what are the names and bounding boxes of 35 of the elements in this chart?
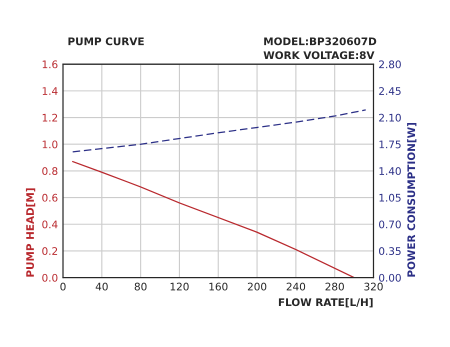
text: WORK VOLTAGE:8V <box>264 51 374 60</box>
y2-axis-title: POWER CONSUMPTION[W] <box>407 123 416 277</box>
y2-tick-label: 2.45 <box>379 87 401 95</box>
x-axis-title: FLOW RATE[L/H] <box>278 298 373 308</box>
y2-tick-label: 1.40 <box>380 167 401 176</box>
x-tick-label: 160 <box>209 282 228 291</box>
chart-title: PUMP CURVE <box>68 37 144 46</box>
y-tick-label: 1.6 <box>42 60 58 68</box>
x-tick-label: 80 <box>134 282 147 291</box>
line-series <box>72 160 355 278</box>
y2-tick-label: 0.00 <box>379 274 401 282</box>
y-tick-label: 0.0 <box>42 274 58 282</box>
x-tick-label: 320 <box>364 282 383 291</box>
y-tick-label: 0.8 <box>42 167 58 176</box>
y-tick-label: 0.2 <box>42 247 58 256</box>
line-series <box>72 109 366 152</box>
y-tick-label: 1.4 <box>42 87 58 95</box>
x-tick-label: 200 <box>248 282 266 291</box>
y2-tick-label: 0.70 <box>379 220 401 228</box>
y-tick-label: 1.0 <box>42 140 58 148</box>
y2-tick-label: 2.80 <box>379 60 401 68</box>
y2-tick-label: 2.10 <box>379 114 401 122</box>
y2-tick-label: 0.35 <box>379 247 401 256</box>
y2-tick-label: 1.05 <box>380 194 401 202</box>
x-tick-label: 240 <box>286 282 306 291</box>
x-tick-label: 120 <box>170 282 189 291</box>
y2-tick-label: 1.75 <box>380 140 401 148</box>
text: MODEL:BP320607D <box>264 37 376 46</box>
y-tick-label: 0.4 <box>42 220 58 228</box>
x-tick-label: 280 <box>326 282 344 291</box>
y-tick-label: 0.6 <box>42 194 58 202</box>
x-tick-label: 0 <box>60 282 66 291</box>
x-tick-label: 40 <box>96 282 108 291</box>
y-tick-label: 1.2 <box>42 114 58 122</box>
y-axis-title: PUMP HEAD[M] <box>26 188 36 277</box>
